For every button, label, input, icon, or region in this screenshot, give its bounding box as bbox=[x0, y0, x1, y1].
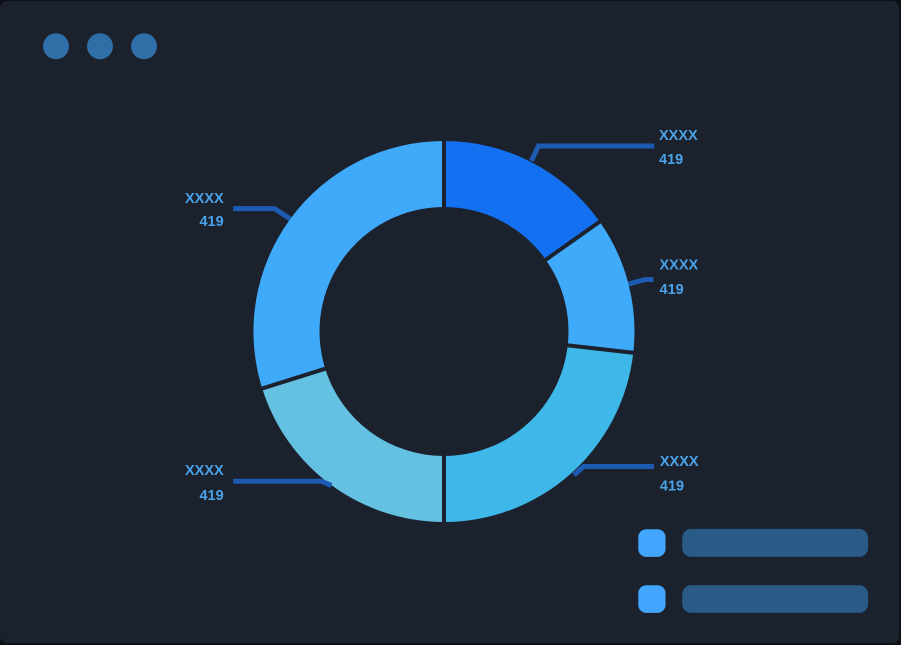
svg-text:419: 419 bbox=[659, 152, 683, 168]
svg-text:419: 419 bbox=[660, 478, 684, 494]
svg-text:XXXX: XXXX bbox=[659, 128, 698, 144]
svg-text:XXXX: XXXX bbox=[660, 257, 699, 273]
svg-text:419: 419 bbox=[660, 282, 684, 298]
svg-text:419: 419 bbox=[199, 488, 223, 504]
svg-text:419: 419 bbox=[199, 214, 223, 230]
svg-text:XXXX: XXXX bbox=[660, 454, 699, 470]
svg-text:XXXX: XXXX bbox=[185, 191, 224, 207]
svg-text:XXXX: XXXX bbox=[185, 463, 224, 479]
